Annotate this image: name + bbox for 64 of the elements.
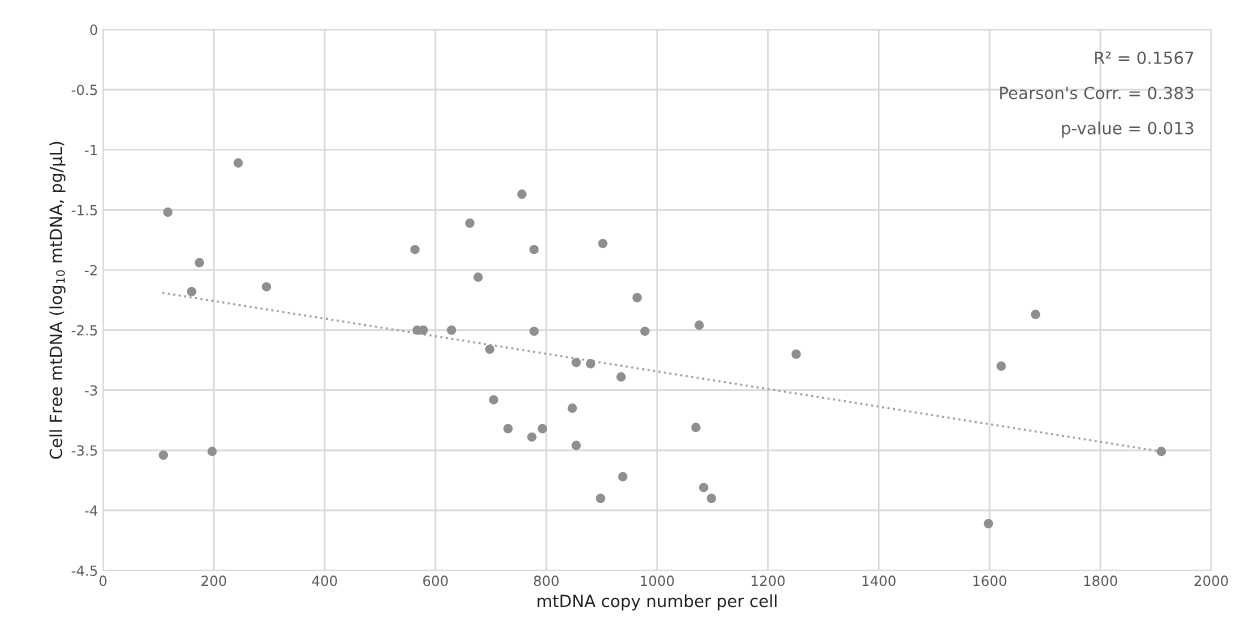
point [632,292,642,303]
point [996,361,1006,371]
x-tick-label: 800 [533,575,559,587]
point [517,189,527,199]
point [537,424,548,434]
point [207,446,217,457]
point [446,325,457,335]
point [158,450,169,460]
x-tick-label: 1800 [1084,575,1118,587]
y-tick-label: -2 [84,264,97,276]
x-tick-label: 2000 [1194,575,1228,587]
point [616,372,626,382]
x-tick-label: 200 [201,575,227,587]
point [567,403,577,413]
x-tick-label: 1000 [640,575,674,587]
point [233,158,243,168]
y-tick-label: -3 [84,385,98,396]
y-tick-label: -4 [84,505,98,516]
y-tick-label: -0.5 [71,84,97,96]
x-axis-title: mtDNA copy number per cell [537,594,777,611]
y-tick-label: -4.5 [71,565,97,576]
y-tick-label: -2.5 [71,325,97,336]
point [618,472,628,482]
point [571,357,581,368]
point [694,320,704,330]
point [527,432,537,442]
point [187,286,197,297]
point [983,518,994,529]
point [488,395,499,405]
point [465,218,475,228]
x-tick-label: 1600 [973,575,1007,587]
point [791,349,801,359]
point [163,207,173,217]
point [473,272,483,282]
annotation: Pearson's Corr. = 0.383 [1000,86,1194,100]
annotation: R² = 0.1567 [1095,51,1194,65]
point [571,440,581,451]
x-tick-label: 0 [99,575,107,587]
point [503,424,513,434]
point [640,326,650,336]
point [706,493,717,504]
point [410,244,420,255]
point [529,326,539,336]
y-axis-title: Cell Free mtDNA (log$_{10}$ mtDNA, pg/μL) [49,141,66,459]
x-tick-label: 1200 [751,575,785,587]
x-tick-label: 1400 [862,575,896,587]
point [598,238,608,249]
annotation: p-value = 0.013 [1062,121,1194,138]
point [529,244,539,255]
x-tick-label: 600 [423,575,448,587]
point [691,422,701,433]
point [595,493,606,504]
y-tick-label: 0 [90,24,98,36]
y-tick-label: -1.5 [71,205,97,216]
point [699,482,709,493]
y-tick-label: -3.5 [71,445,97,456]
point [1030,309,1041,320]
x-tick-label: 400 [312,575,337,587]
point [485,344,495,354]
point [261,282,272,292]
y-tick-label: -1 [84,144,97,156]
point [1156,446,1166,457]
point [585,359,596,369]
point [194,258,205,268]
